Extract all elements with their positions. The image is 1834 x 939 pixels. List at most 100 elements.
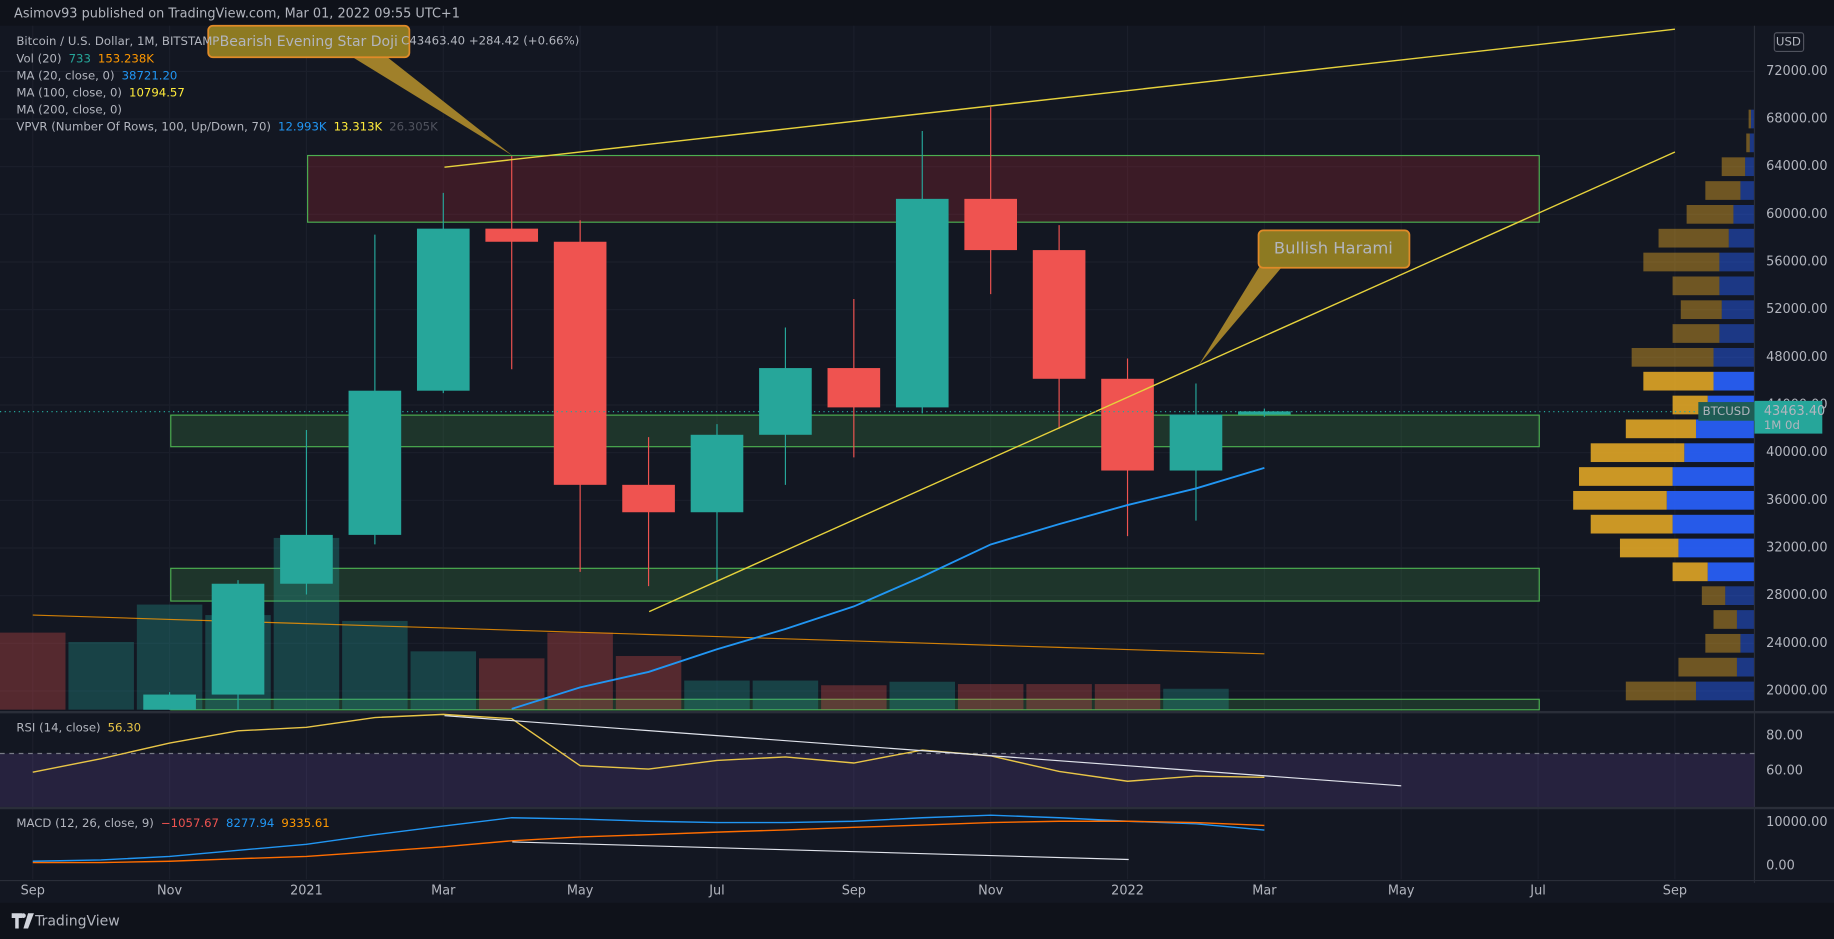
- macd-label: MACD (12, 26, close, 9): [16, 816, 153, 830]
- volume-bar: [957, 684, 1024, 710]
- vpvr-down: [1705, 633, 1741, 653]
- x-tick-label: Sep: [1663, 884, 1687, 899]
- vpvr-up: [1678, 538, 1755, 558]
- vpvr-up: [1684, 443, 1755, 463]
- volume-bar: [684, 680, 750, 710]
- countdown: 1M 0d: [1764, 418, 1800, 432]
- annotation: Bearish Evening Star Doji: [220, 34, 398, 50]
- x-tick-label: 2021: [290, 884, 323, 899]
- volume-bar: [547, 632, 613, 710]
- y-tick-label: 48000.00: [1766, 350, 1827, 365]
- y-tick-label: 60000.00: [1766, 207, 1827, 222]
- indicator-legend: Vol (20) 733 153.238K: [16, 51, 154, 65]
- y-tick-label: 24000.00: [1766, 636, 1827, 651]
- indicator-value: 10794.57: [129, 85, 185, 99]
- rsi-trend-line: [444, 715, 1402, 787]
- price-layer: [143, 107, 1291, 710]
- candle-body: [964, 198, 1018, 251]
- candle-body: [1238, 411, 1291, 415]
- vpvr-up: [1733, 204, 1755, 224]
- indicator-label: MA (100, close, 0): [16, 85, 122, 99]
- vpvr-up: [1736, 657, 1755, 677]
- vpvr-down: [1746, 133, 1750, 153]
- currency-box: [1773, 32, 1805, 53]
- legend: Bitcoin / U.S. Dollar, 1M, BITSTAMP C4346…: [16, 33, 579, 132]
- footer: [0, 902, 1834, 939]
- candle-body: [622, 484, 675, 513]
- vpvr-down: [1748, 109, 1751, 129]
- candle-body: [280, 534, 333, 584]
- indicator-legend: MA (100, close, 0) 10794.57: [16, 85, 184, 99]
- vpvr-down: [1590, 514, 1673, 534]
- publisher: Asimov93 published on TradingView.com, M…: [14, 7, 460, 22]
- candle-body: [211, 583, 265, 695]
- y-tick-label: 36000.00: [1766, 493, 1827, 508]
- vpvr-down: [1619, 538, 1679, 558]
- volume-bar: [1026, 684, 1092, 710]
- macd-tick-label: 10000.00: [1766, 815, 1827, 830]
- indicator-label: Vol (20): [16, 51, 61, 65]
- y-tick-label: 56000.00: [1766, 255, 1827, 270]
- x-tick-label: Sep: [842, 884, 866, 899]
- macd-trend-line: [512, 841, 1129, 861]
- vpvr-up: [1713, 371, 1755, 391]
- indicator-label: VPVR (Number Of Rows, 100, Up/Down, 70): [16, 119, 271, 133]
- x-tick-label: Jul: [1529, 884, 1546, 899]
- macd-value: −1057.67: [161, 816, 219, 830]
- vpvr-down: [1672, 324, 1720, 343]
- vpvr-down: [1678, 657, 1737, 677]
- vpvr-down: [1658, 228, 1729, 248]
- volume-bar: [0, 632, 66, 710]
- x-tick-label: Jul: [708, 884, 725, 899]
- y-tick-label: 68000.00: [1766, 112, 1827, 127]
- candle-body: [1169, 414, 1223, 471]
- indicator-value: 38721.20: [122, 68, 178, 82]
- volume-bar: [889, 681, 956, 710]
- vpvr-up: [1713, 347, 1755, 367]
- vpvr-down: [1721, 157, 1746, 177]
- vpvr-up: [1666, 490, 1755, 510]
- vpvr-up: [1736, 610, 1755, 629]
- time-axis: Sep Nov 2021 Mar May Jul Sep Nov 2022 Mar May Jul Se…: [21, 884, 1687, 899]
- rsi-label: RSI (14, close): [16, 720, 100, 734]
- indicator-label: MA (200, close, 0): [16, 102, 122, 116]
- vpvr-up: [1695, 681, 1755, 701]
- macd-legend: MACD (12, 26, close, 9) −1057.67 8277.94 93…: [16, 816, 329, 830]
- indicator-legend: MA (20, close, 0) 38721.20: [16, 68, 177, 82]
- rsi-plot: [32, 713, 1265, 782]
- macd-tick-label: 0.00: [1766, 859, 1795, 874]
- indicator-value: 13.313K: [334, 119, 383, 133]
- x-tick-label: May: [567, 884, 594, 899]
- callout-pointer: [350, 56, 513, 156]
- candle-body: [690, 434, 744, 513]
- candle-body: [895, 198, 949, 408]
- indicator-label: MA (20, close, 0): [16, 68, 114, 82]
- price-box: [1754, 400, 1823, 434]
- vpvr-down: [1672, 276, 1720, 296]
- vpvr-up: [1725, 586, 1755, 606]
- vpvr-down: [1643, 252, 1720, 272]
- indicator-legend: MA (200, close, 0): [16, 102, 122, 116]
- candle-body: [1101, 378, 1154, 471]
- x-tick-label: Nov: [978, 884, 1003, 899]
- callout-box: [1257, 229, 1411, 269]
- macd-value: 9335.61: [281, 816, 329, 830]
- vpvr-down: [1590, 443, 1685, 463]
- indicator-value: 733: [69, 51, 91, 65]
- volume-bar: [410, 651, 477, 710]
- trend-lines: [0, 28, 1755, 613]
- volume-bar: [342, 620, 408, 710]
- x-tick-label: Mar: [1252, 884, 1277, 899]
- x-tick-label: Sep: [21, 884, 45, 899]
- vpvr-up: [1749, 133, 1755, 153]
- rsi-legend: RSI (14, close) 56.30: [16, 720, 141, 734]
- macd-plot: [32, 814, 1265, 864]
- vpvr-up: [1745, 157, 1755, 177]
- vpvr-down: [1701, 586, 1726, 606]
- vpvr-up: [1707, 562, 1755, 582]
- volume-bar: [1163, 688, 1229, 710]
- callout-box: [207, 24, 411, 59]
- vpvr-down: [1705, 181, 1741, 200]
